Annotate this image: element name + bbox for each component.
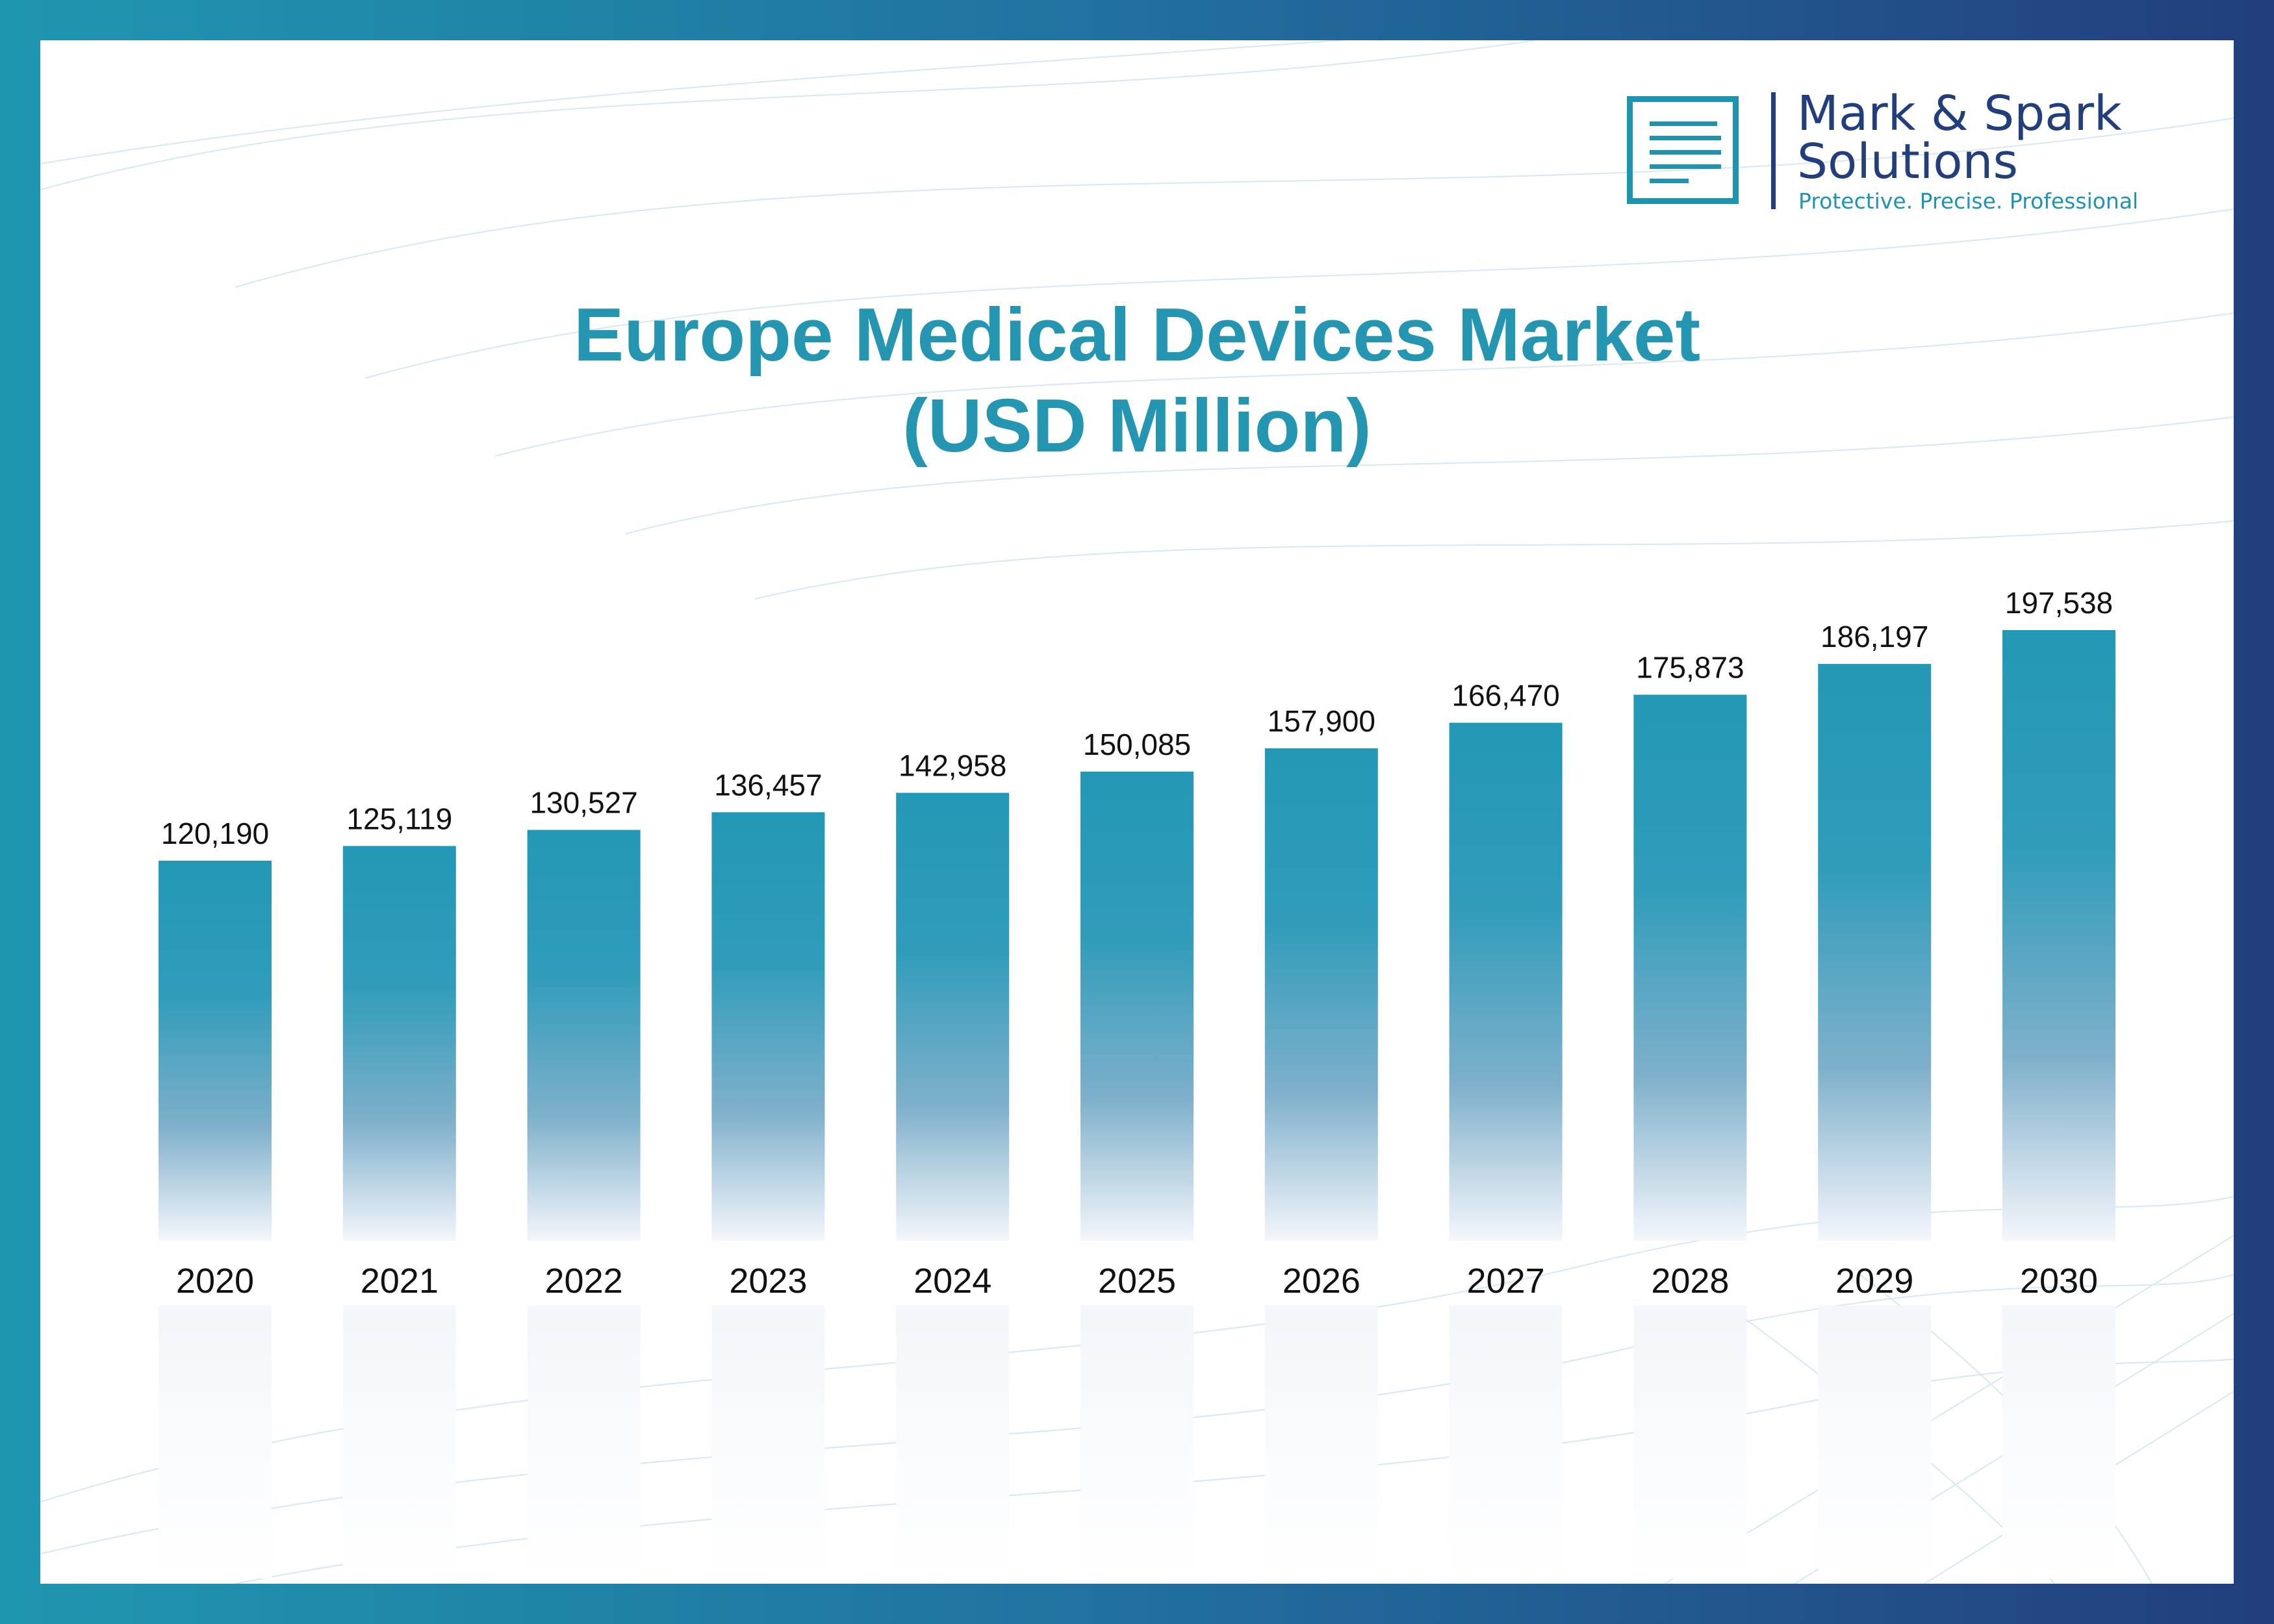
bar-2021 [342,846,456,1241]
x-tick-label: 2023 [729,1262,807,1300]
bar-2023 [711,812,825,1241]
bar-2022 [527,830,641,1241]
x-tick-label: 2026 [1283,1262,1361,1300]
bar-value-label: 125,119 [346,802,452,835]
chart-title: Europe Medical Devices Market [573,292,1701,377]
bar-reflection [896,1306,1010,1579]
bar-2026 [1264,748,1378,1241]
bar-reflection [527,1306,641,1579]
logo-divider [1771,92,1776,209]
bar-value-label: 136,457 [714,768,822,802]
bar-reflection [1449,1306,1563,1579]
bar-2027 [1449,722,1563,1241]
x-tick-label: 2025 [1098,1262,1176,1300]
bar-reflection [1818,1306,1932,1579]
bar-value-label: 157,900 [1268,704,1375,738]
x-tick-label: 2024 [913,1262,991,1300]
bar-value-label: 130,527 [530,786,637,820]
bar-reflection [1264,1306,1378,1579]
brand-name-line1: Mark & Spark [1797,86,2122,142]
bar-value-label: 120,190 [161,817,269,850]
bar-reflection [1633,1306,1747,1579]
bar-2020 [159,861,272,1241]
bar-reflection [342,1306,456,1579]
bar-reflection [711,1306,825,1579]
bar-reflection [1080,1306,1194,1579]
bar-value-label: 150,085 [1083,728,1191,761]
bar-reflection [159,1306,272,1579]
bar-2029 [1818,664,1932,1241]
bar-2024 [896,793,1010,1241]
bar-reflection [2002,1306,2115,1579]
x-tick-label: 2020 [176,1262,254,1300]
bar-2028 [1633,694,1747,1241]
bar-value-label: 166,470 [1451,679,1559,713]
company-logo: Mark & Spark Solutions Protective. Preci… [1627,86,2186,235]
x-tick-label: 2021 [361,1262,439,1300]
x-tick-label: 2028 [1651,1262,1729,1300]
bar-2025 [1080,771,1194,1241]
bar-value-label: 142,958 [899,749,1006,783]
bar-value-label: 186,197 [1820,620,1928,653]
brand-name-line2: Solutions [1797,134,2019,190]
document-icon [1627,96,1739,204]
brand-tagline: Protective. Precise. Professional [1798,188,2139,214]
bar-value-label: 175,873 [1636,650,1744,684]
bar-value-label: 197,538 [2005,586,2113,620]
x-tick-label: 2022 [545,1262,623,1300]
x-tick-label: 2027 [1467,1262,1545,1300]
x-tick-label: 2029 [1835,1262,1913,1300]
x-tick-label: 2030 [2020,1262,2098,1300]
chart-subtitle: (USD Million) [902,383,1372,468]
bar-2030 [2002,630,2115,1241]
